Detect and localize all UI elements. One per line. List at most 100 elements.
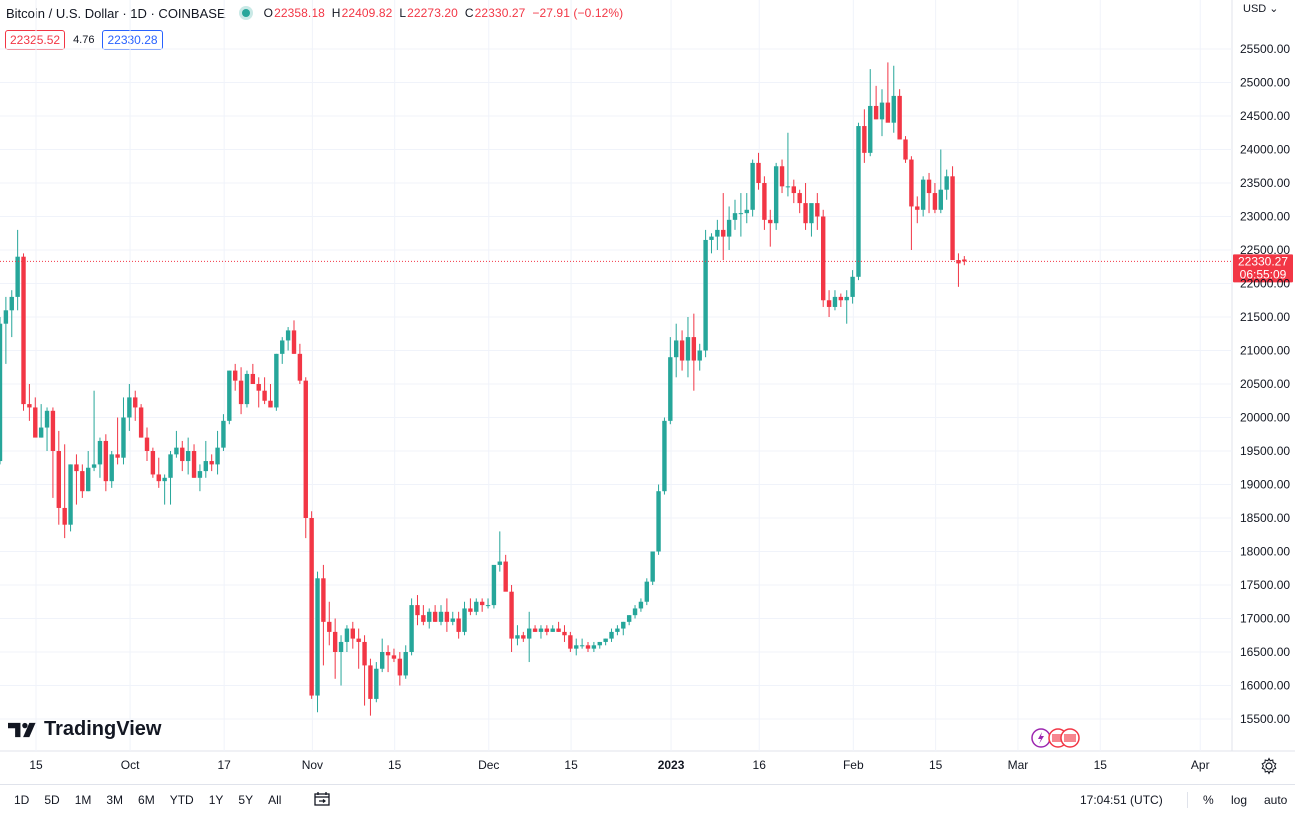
candle-body [285,330,291,341]
y-tick-label: 20000.00 [1240,411,1290,425]
candle-body [603,638,608,642]
candle-body [532,628,538,632]
candle-body [873,105,879,120]
range-all-button[interactable]: All [268,793,282,807]
candle-body [832,296,838,307]
range-ytd-button[interactable]: YTD [169,793,194,807]
candle-body [332,631,338,652]
candle-body [621,621,626,629]
candle-body [626,615,632,622]
candle-body [162,477,167,482]
percent-scale-toggle[interactable]: % [1203,793,1214,807]
candle-body [468,608,473,612]
candle-body [127,397,132,418]
last-price-tag [1233,254,1293,283]
x-tick-label: 2023 [658,758,685,772]
x-tick-label: 17 [217,758,231,772]
candle-body [91,464,97,468]
x-tick-label: 15 [29,758,43,772]
y-tick-label: 21500.00 [1240,310,1290,324]
candle-body [956,260,961,264]
candle-body [503,561,508,592]
candle-body [385,652,391,656]
range-1y-button[interactable]: 1Y [208,793,224,807]
candle-body [33,407,38,438]
candle-body [609,631,614,639]
candle-body [497,561,502,565]
candle-body [450,618,455,622]
candle-body [568,635,573,649]
y-tick-label: 22000.00 [1240,277,1290,291]
candle-body [809,203,814,224]
candle-body [744,209,749,214]
candle-body [674,340,679,358]
candle-body [403,652,408,676]
candle-body [750,162,755,210]
candle-body [421,615,426,622]
candle-body [203,461,208,472]
symbol-title[interactable]: Bitcoin / U.S. Dollar · 1D · COINBASE [6,5,226,21]
candle-body [538,628,544,632]
range-5y-button[interactable]: 5Y [238,793,254,807]
range-6m-button[interactable]: 6M [138,793,155,807]
range-1m-button[interactable]: 1M [74,793,92,807]
spread-value: 4.76 [73,34,95,46]
price-axis: 15500.00 16000.00 16500.00 17000.00 17500.00… [1240,42,1290,726]
candle-body [591,645,597,649]
y-tick-label: 17500.00 [1240,578,1290,592]
candle-body [74,464,79,472]
candle-body [250,373,256,384]
auto-scale-toggle[interactable]: auto [1264,793,1288,807]
gear-icon[interactable] [1260,757,1278,775]
utc-clock[interactable]: 17:04:51 (UTC) [1080,793,1163,807]
candle-body [509,591,514,639]
tradingview-logo: TradingView [8,718,161,741]
candle-body [938,189,943,210]
candle-body [650,551,655,582]
y-tick-label: 25000.00 [1240,76,1290,90]
range-5d-button[interactable]: 5D [44,793,60,807]
candle-body [920,179,926,210]
candle-body [703,239,708,351]
candle-body [768,219,773,224]
candle-body [562,631,567,636]
candle-body [638,601,644,609]
currency-selector[interactable]: USD ⌄ [1243,2,1279,15]
candle-body [97,440,103,465]
candle-body [86,467,91,492]
log-scale-toggle[interactable]: log [1231,793,1248,807]
y-tick-label: 18500.00 [1240,511,1290,525]
candle-body [474,601,479,612]
brand-name: TradingView [44,718,162,740]
x-tick-label: Oct [121,758,140,772]
y-tick-label: 21000.00 [1240,344,1290,358]
candle-body [821,216,826,301]
candle-body [709,236,714,240]
candle-body [615,628,620,632]
candle-body [197,471,203,478]
bottom-toolbar: 1D 5D 1M 3M 6M YTD 1Y 5Y All 17:04:51 (U… [0,784,1295,814]
range-1d-button[interactable]: 1D [14,793,30,807]
candle-body [0,323,3,462]
candle-body [3,310,9,324]
candle-body [356,638,361,642]
candle-body [556,628,561,632]
candle-body [327,621,332,632]
economic-events-icon[interactable] [1030,727,1090,754]
candle-body [221,420,226,448]
candle-body [68,464,73,525]
candle-body [321,578,326,622]
x-tick-label: 15 [929,758,943,772]
candle-body [209,461,214,465]
candle-body [121,417,126,458]
range-3m-button[interactable]: 3M [106,793,124,807]
candle-body [338,641,344,652]
calendar-range-icon[interactable] [314,792,330,806]
chevron-down-icon: ⌄ [1266,3,1279,15]
low-label: L [399,6,407,20]
candle-body [185,451,191,462]
y-tick-label: 16000.00 [1240,679,1290,693]
candle-body [944,176,949,190]
candle-body [779,166,785,187]
